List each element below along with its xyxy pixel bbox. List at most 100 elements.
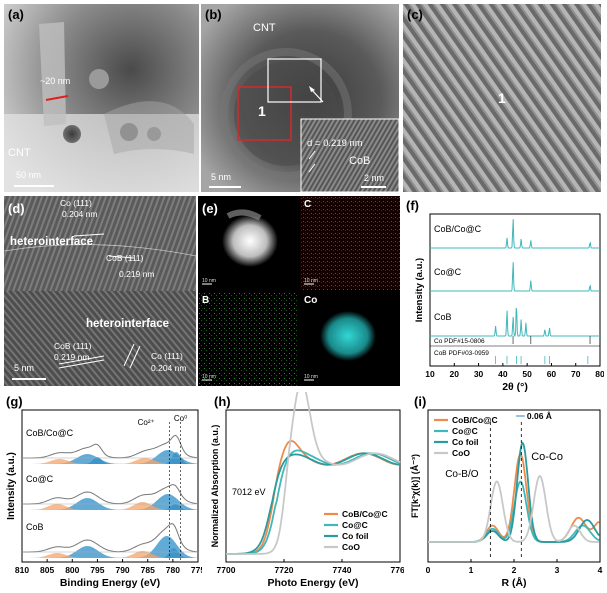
- x-tick-label: 10: [425, 369, 435, 379]
- panel-c-svg: [403, 4, 601, 192]
- xrd-series-label: CoB: [434, 312, 452, 322]
- panel-a-svg: [4, 4, 199, 192]
- xrd-series-line: [430, 219, 600, 249]
- xps-series-label: CoB: [26, 522, 44, 532]
- d-spacing-label: d = 0.219 nm: [307, 138, 363, 149]
- edge-energy-annotation: 7012 eV: [232, 487, 266, 497]
- xrd-series-label: Co@C: [434, 267, 462, 277]
- x-tick-label: 40: [498, 369, 508, 379]
- y-axis-label: Intensity (a.u.): [6, 452, 17, 520]
- x-tick-label: 1: [469, 565, 474, 575]
- co-map-label: Co: [304, 295, 318, 306]
- panel-i-label: (i): [414, 394, 427, 409]
- xanes-series-line: [226, 452, 401, 555]
- xps-fit-peak: [22, 458, 198, 464]
- b-map-label: B: [202, 295, 210, 306]
- xanes-plot-svg: 7700 7720 7740 7760 Photo Energy (eV) Normali…: [210, 381, 410, 589]
- x-tick-label: 3: [555, 565, 560, 575]
- x-tick-label: 800: [65, 565, 79, 575]
- legend-label: CoB/Co@C: [342, 509, 388, 519]
- co-reference-label: Co PDF#15-0806: [434, 338, 485, 345]
- panel-h-xanes-chart: (h) 7700 7720 7740 7760 Photo Energy (eV) Nor…: [204, 381, 410, 589]
- inset-pointer-arrow: [310, 88, 324, 103]
- xps-fit-peak: [22, 551, 198, 558]
- cob111-bottom-label: CoB (111): [54, 341, 92, 351]
- x-tick-label: 80: [595, 369, 604, 379]
- x-tick-label: 60: [547, 369, 557, 379]
- exafs-plot-svg: 0 1 2 3 4 R (Å) FT[k³χ(k)] (Å⁻³) 0.06 Å Co-Co Co-…: [410, 409, 603, 589]
- panel-b-hrtem-image: (b) CNT 1 d = 0.219 nm CoB 5 nm 2 nm: [201, 4, 399, 192]
- xps-fit-peak: [22, 504, 198, 510]
- x-tick-label: 780: [166, 565, 180, 575]
- co-co-annotation: Co-Co: [531, 451, 563, 463]
- x-tick-label: 805: [40, 565, 54, 575]
- co-b-o-annotation: Co-B/O: [445, 469, 479, 480]
- x-tick-label: 7700: [217, 565, 236, 575]
- x-tick-label: 70: [571, 369, 581, 379]
- c-map: [300, 196, 400, 290]
- panel-e-label: (e): [202, 201, 218, 216]
- panel-c-ifft-image: (c) 1: [403, 4, 601, 192]
- xanes-series-line: [226, 439, 400, 555]
- xanes-series-line: [226, 449, 401, 555]
- x-tick-label: 4: [598, 565, 603, 575]
- x-tick-label: 0: [426, 565, 431, 575]
- panel-h-label: (h): [214, 394, 231, 409]
- inset-scale-bar-label: 2 nm: [364, 173, 385, 183]
- y-axis-label: FT[k³χ(k)] (Å⁻³): [410, 454, 420, 518]
- x-tick-label: 795: [90, 565, 104, 575]
- legend-label: Co foil: [342, 531, 368, 541]
- exafs-series-line: [428, 453, 600, 543]
- white-selection-box: [267, 58, 322, 103]
- xrd-series-line: [430, 262, 600, 292]
- xps-fit-peak: [22, 504, 198, 510]
- nanoparticle: [89, 69, 109, 89]
- xps-envelope-line: [22, 434, 199, 459]
- x-tick-label: 7720: [275, 565, 294, 575]
- co111-top-d: 0.204 nm: [62, 209, 98, 219]
- x-tick-label: 790: [115, 565, 129, 575]
- xanes-series-line: [226, 381, 401, 555]
- y-axis-label: Normalized Absorption (a.u.): [210, 425, 220, 548]
- xps-fit-peak: [22, 502, 198, 510]
- y-axis-label: Intensity (a.u.): [414, 258, 425, 322]
- legend-label: Co@C: [342, 520, 368, 530]
- co0-annotation: Co⁰: [174, 414, 187, 423]
- x-tick-label: 20: [450, 369, 460, 379]
- x-axis-label: 2θ (°): [502, 381, 528, 392]
- x-tick-label: 785: [141, 565, 155, 575]
- co2-annotation: Co²⁺: [138, 418, 155, 427]
- co111-top-label: Co (111): [60, 198, 92, 208]
- legend-label: CoO: [452, 448, 470, 458]
- cob-phase-label: CoB: [349, 155, 371, 167]
- panel-e-svg: [198, 196, 400, 386]
- xps-fit-peak: [22, 553, 198, 558]
- cob111-top-label: CoB (111): [106, 253, 144, 263]
- exafs-series-line: [428, 474, 600, 543]
- cnt-label: CNT: [253, 22, 276, 34]
- legend-label: Co foil: [452, 437, 478, 447]
- panel-b-svg: [201, 4, 399, 192]
- red-selection-box: [237, 86, 292, 141]
- panel-d-label: (d): [8, 201, 25, 216]
- x-axis-label: R (Å): [501, 576, 526, 588]
- heterointerface-bottom: heterointerface: [86, 318, 170, 330]
- xps-fit-peak: [22, 548, 198, 558]
- co111-bottom-d: 0.204 nm: [151, 363, 187, 373]
- x-tick-label: 30: [474, 369, 484, 379]
- panel-g-xps-chart: (g) 810 805 800 795 790 785 780 775 Binding Ener…: [2, 392, 205, 589]
- panel-i-exafs-chart: (i) 0 1 2 3 4 R (Å) FT[k³χ(k)] (Å⁻³) 0.06 Å Co-C…: [404, 392, 606, 589]
- x-tick-label: 2: [512, 565, 517, 575]
- map-scale-text: 10 nm: [202, 374, 216, 380]
- legend-label: CoO: [342, 542, 360, 552]
- shift-annotation: 0.06 Å: [527, 411, 552, 421]
- scale-bar-label: 50 nm: [16, 170, 42, 180]
- legend-label: CoB/Co@C: [452, 415, 498, 425]
- x-axis-label: Binding Energy (eV): [60, 577, 160, 588]
- x-tick-label: 7740: [333, 565, 352, 575]
- panel-e-eds-maps: (e) C B Co 10 nm 10 nm 10 nm 10 nm: [198, 196, 400, 386]
- cob-reference-label: CoB PDF#03-0959: [434, 350, 489, 357]
- inset-fringe-image: [300, 118, 399, 192]
- xps-fit-peak: [22, 536, 198, 558]
- xrd-series-label: CoB/Co@C: [434, 224, 482, 234]
